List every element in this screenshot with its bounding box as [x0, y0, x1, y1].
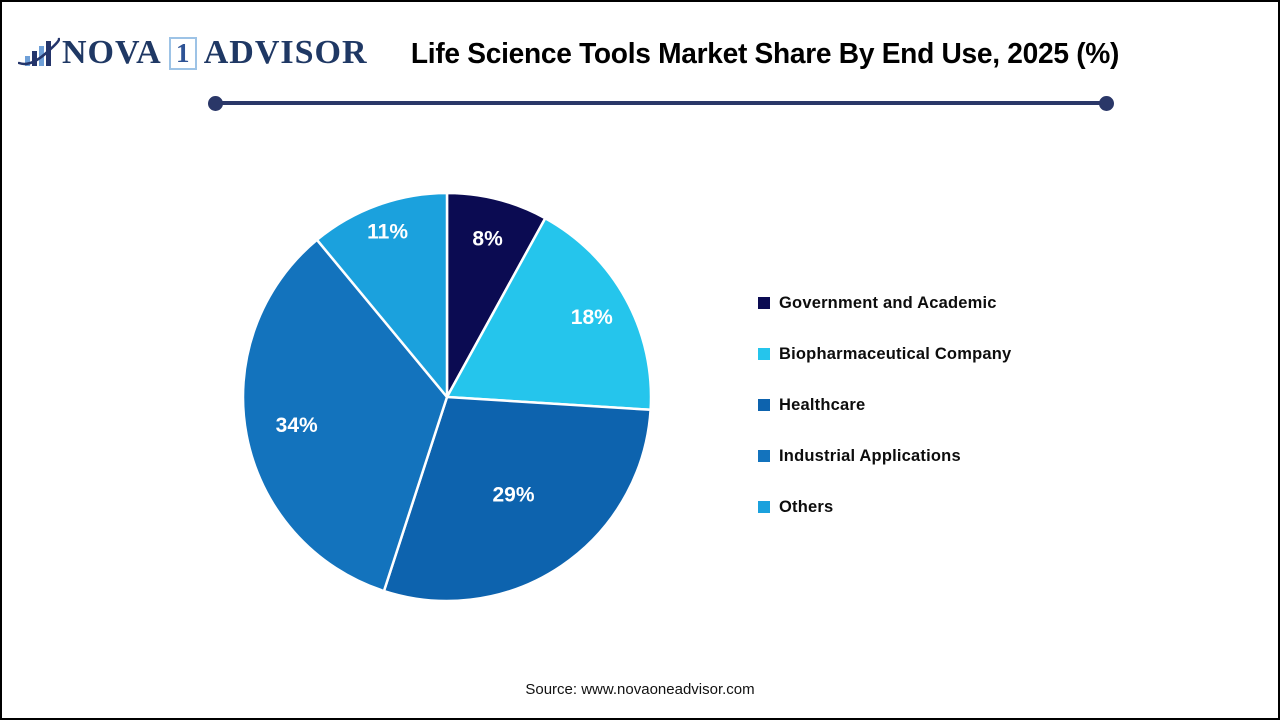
legend-label: Industrial Applications [779, 446, 961, 465]
pie-slice-biopharmaceutical-company [445, 216, 653, 412]
pie-slice-healthcare [382, 395, 652, 603]
pie-slice-value-label-others: 11% [367, 220, 408, 243]
legend-item-industrial-applications: Industrial Applications [758, 444, 1011, 468]
legend-item-biopharmaceutical-company: Biopharmaceutical Company [758, 342, 1011, 366]
bar-chart-logo-icon [18, 37, 60, 66]
pie-slice-government-and-academic [445, 191, 547, 399]
title-divider [208, 95, 1114, 111]
pie-slice-others [315, 191, 449, 399]
legend-label: Biopharmaceutical Company [779, 344, 1012, 363]
pie-slice-industrial-applications [241, 238, 449, 593]
legend-item-healthcare: Healthcare [758, 393, 1011, 417]
legend-label: Government and Academic [779, 293, 997, 312]
legend-label: Healthcare [779, 395, 866, 414]
brand-logo: NOVA 1 ADVISOR [18, 36, 368, 70]
source-text: Source: www.novaoneadvisor.com [525, 681, 755, 698]
divider-right-dot-icon [1099, 95, 1114, 111]
pie-chart: 8% 18% 29% 34% 11% [241, 191, 653, 603]
pie-slice-value-label-government-and-academic: 8% [472, 227, 503, 250]
logo-one-badge: 1 [168, 36, 197, 70]
legend-swatch-icon [758, 501, 770, 513]
legend-swatch-icon [758, 450, 770, 462]
chart-title: Life Science Tools Market Share By End U… [410, 38, 1120, 70]
legend-item-others: Others [758, 495, 1011, 519]
legend-label: Others [779, 497, 834, 516]
legend-swatch-icon [758, 297, 770, 309]
logo-text-nova: NOVA [62, 34, 162, 71]
chart-legend: Government and Academic Biopharmaceutical… [758, 291, 1011, 546]
legend-swatch-icon [758, 399, 770, 411]
divider-left-dot-icon [208, 95, 223, 111]
legend-swatch-icon [758, 348, 770, 360]
pie-slice-value-label-healthcare: 29% [492, 483, 534, 506]
pie-slice-value-label-industrial-applications: 34% [276, 414, 318, 437]
logo-text-advisor: ADVISOR [203, 34, 368, 71]
pie-slice-value-label-biopharmaceutical-company: 18% [571, 306, 613, 329]
legend-item-government-and-academic: Government and Academic [758, 291, 1011, 315]
